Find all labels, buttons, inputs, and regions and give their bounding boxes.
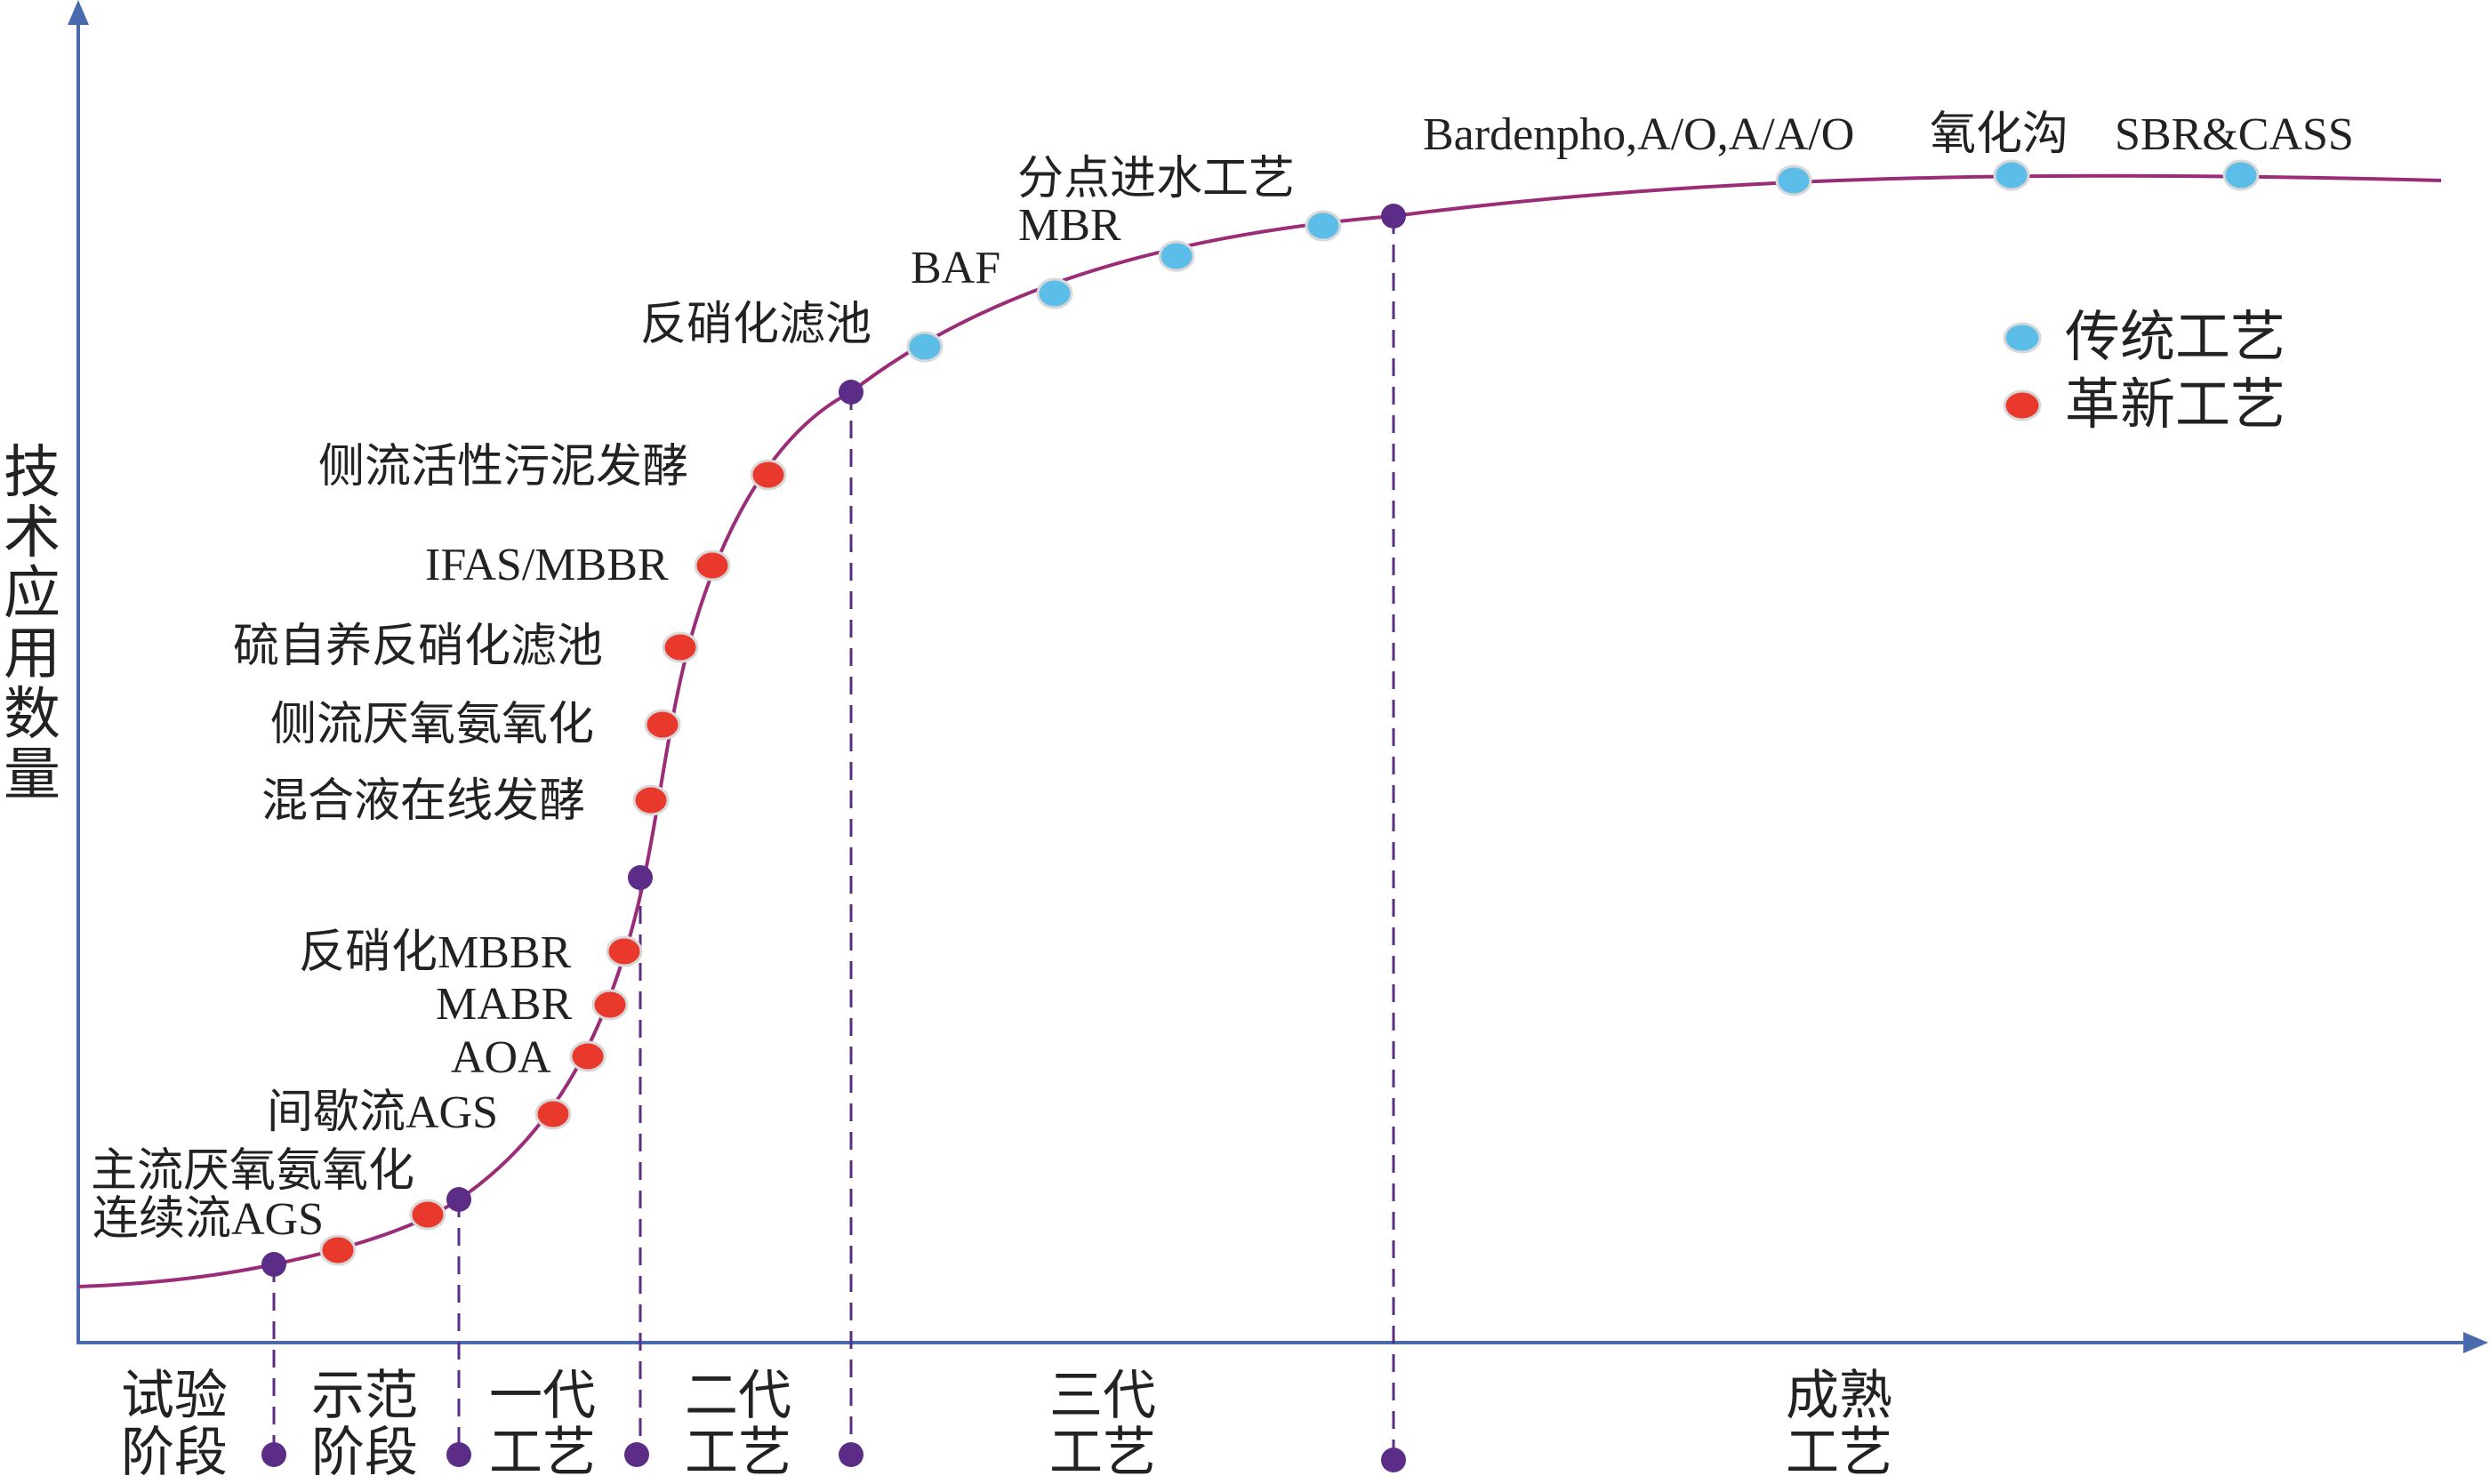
stage-gen1-line1: 一代 — [489, 1367, 596, 1425]
stage-dot — [261, 1442, 286, 1467]
stage-demo-line1: 示范 — [311, 1367, 418, 1425]
curve-milestones — [261, 204, 1406, 1277]
label-mixed-liquor-fermentation: 混合液在线发酵 — [261, 776, 585, 827]
stage-mature-line2: 工艺 — [1786, 1424, 1892, 1482]
stage-gen3-line2: 工艺 — [1049, 1424, 1156, 1482]
point-step-feed — [1305, 210, 1342, 242]
point-ifas-mbbr — [694, 549, 731, 582]
x-axis-arrow — [2463, 1332, 2488, 1353]
point-mixed-liquor-fermentation — [632, 784, 670, 816]
point-intermittent-ags — [534, 1098, 572, 1130]
stage-gen3-line1: 三代 — [1049, 1367, 1156, 1425]
y-axis-label-char: 术 — [4, 501, 60, 565]
label-mbr: MBR — [1018, 200, 1121, 251]
point-mabr — [591, 989, 629, 1021]
point-continuous-ags — [319, 1234, 357, 1266]
stage-boundary-dots — [261, 1442, 1406, 1472]
label-sidestream-sludge-fermentation: 侧流活性污泥发酵 — [318, 442, 688, 493]
y-axis-label-char: 应 — [4, 562, 60, 625]
point-oxidation-ditch — [1993, 159, 2030, 191]
label-step-feed: 分点进水工艺 — [1017, 154, 1295, 205]
label-sbr-cass: SBR&CASS — [2115, 109, 2354, 160]
stage-separators — [272, 216, 1395, 1455]
stage-trial-line1: 试验 — [121, 1367, 228, 1425]
label-aoa: AOA — [451, 1032, 551, 1083]
milestone-dot — [446, 1187, 471, 1212]
legend-innovative-label: 革新工艺 — [2065, 375, 2285, 436]
legend-traditional-marker — [2003, 322, 2042, 354]
stage-gen1-line2: 工艺 — [489, 1424, 596, 1482]
label-ifas-mbbr: IFAS/MBBR — [425, 540, 669, 590]
y-axis-label: 技 术 应 用 数 量 — [4, 441, 60, 806]
y-axis-label-char: 量 — [4, 743, 60, 806]
label-sulfur-denitrification-filter: 硫自养反硝化滤池 — [233, 622, 603, 672]
label-mabr: MABR — [436, 979, 572, 1030]
label-intermittent-ags: 间歇流AGS — [267, 1087, 498, 1138]
label-mainstream-anammox: 主流厌氧氨氧化 — [91, 1146, 414, 1197]
stage-gen2-line2: 工艺 — [685, 1424, 791, 1482]
point-sbr-cass — [2222, 159, 2260, 191]
y-axis-label-char: 数 — [4, 683, 60, 746]
label-continuous-ags: 连续流AGS — [92, 1194, 324, 1245]
point-denitrification-mbbr — [606, 935, 643, 967]
milestone-dot — [839, 380, 863, 405]
stage-dot — [624, 1442, 649, 1467]
y-axis-label-char: 技 — [4, 441, 60, 504]
label-sidestream-anammox: 侧流厌氧氨氧化 — [270, 700, 594, 750]
milestone-dot — [1381, 204, 1406, 229]
label-bardenpho: Bardenpho,A/O,A/A/O — [1423, 109, 1854, 160]
stage-dot — [839, 1442, 863, 1467]
stage-dot — [446, 1442, 471, 1467]
point-sidestream-sludge-fermentation — [750, 459, 787, 491]
stage-labels: 试验 阶段 示范 阶段 一代 工艺 二代 工艺 三代 工艺 成熟 工艺 — [121, 1367, 1892, 1482]
label-oxidation-ditch: 氧化沟 — [1930, 109, 2068, 160]
stage-trial-line2: 阶段 — [121, 1424, 228, 1482]
point-mainstream-anammox — [409, 1199, 446, 1231]
point-sulfur-denitrification-filter — [662, 631, 699, 663]
legend-traditional-label: 传统工艺 — [2065, 308, 2285, 368]
point-aoa — [569, 1040, 606, 1072]
technology-points — [319, 159, 2260, 1266]
milestone-dot — [628, 865, 653, 890]
stage-gen2-line1: 二代 — [685, 1367, 791, 1425]
technology-labels: 连续流AGS 主流厌氧氨氧化 间歇流AGS AOA MABR 反硝化MBBR 混… — [91, 109, 2354, 1245]
point-sidestream-anammox — [644, 709, 681, 741]
point-baf — [1036, 277, 1073, 309]
legend: 传统工艺 革新工艺 — [2003, 308, 2285, 436]
point-bardenpho — [1775, 164, 1812, 197]
milestone-dot — [261, 1252, 286, 1277]
label-denitrification-mbbr: 反硝化MBBR — [299, 927, 572, 978]
stage-mature-line1: 成熟 — [1786, 1367, 1892, 1425]
point-mbr — [1158, 240, 1195, 272]
label-baf: BAF — [911, 243, 1000, 293]
legend-innovative-marker — [2003, 389, 2042, 421]
stage-dot — [1381, 1448, 1406, 1472]
label-denitrification-filter: 反硝化滤池 — [640, 300, 872, 350]
point-denitrification-filter — [906, 331, 944, 363]
stage-demo-line2: 阶段 — [311, 1424, 418, 1482]
y-axis-label-char: 用 — [4, 622, 60, 686]
y-axis-arrow — [68, 0, 89, 25]
